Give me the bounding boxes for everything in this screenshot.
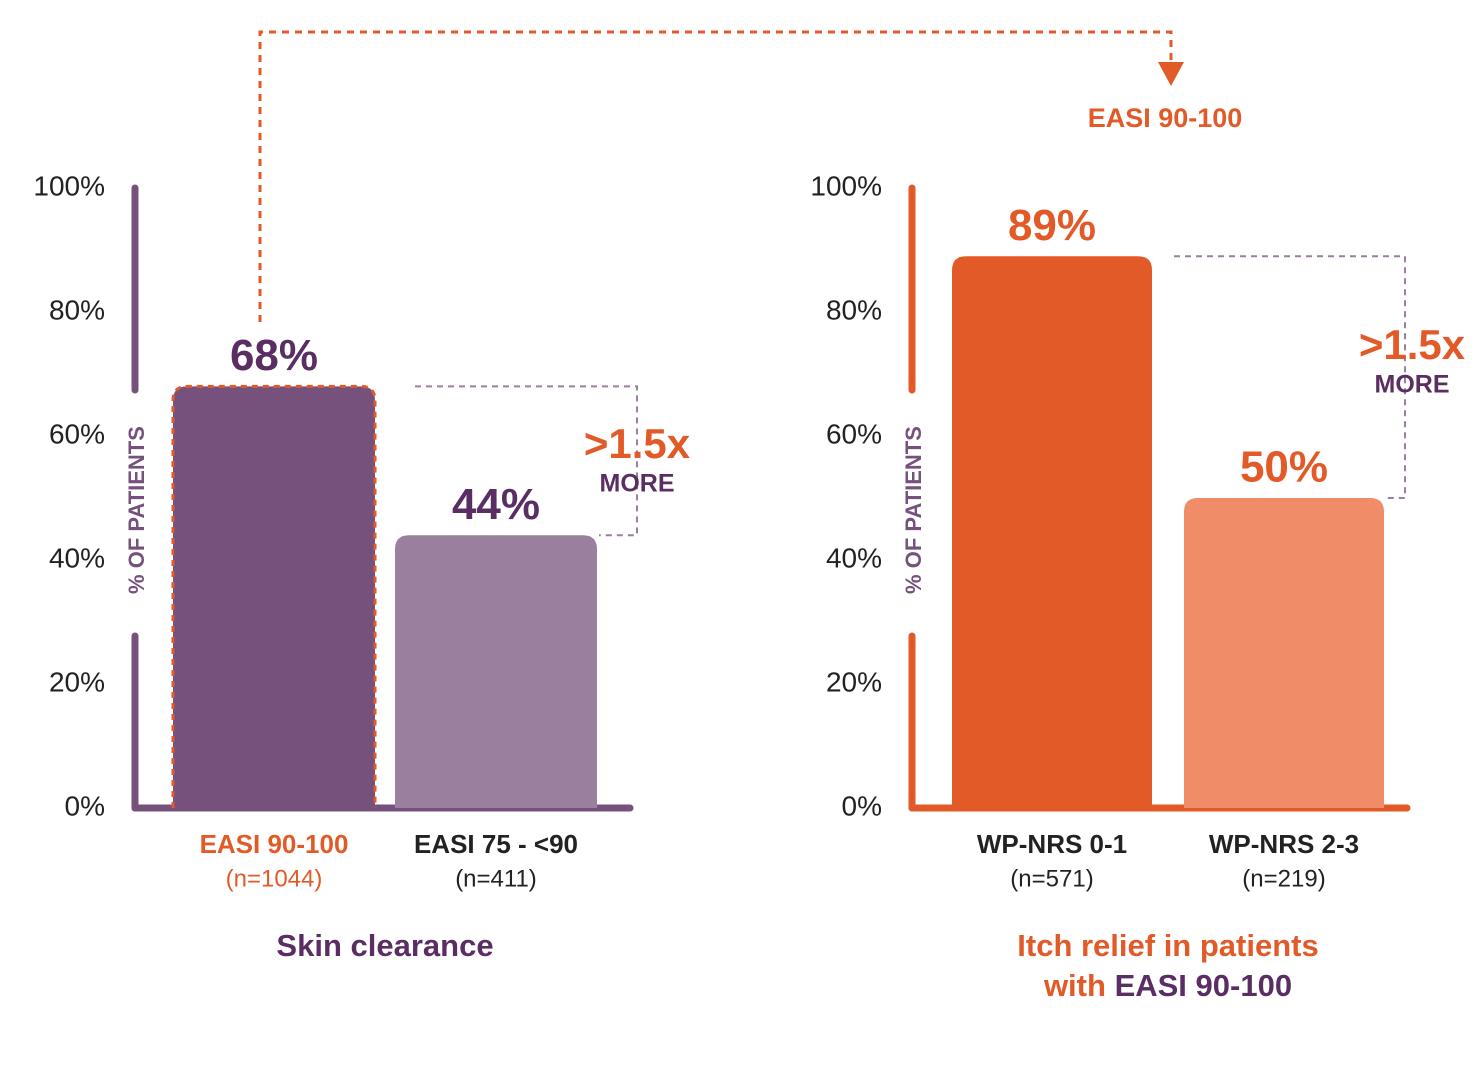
y-axis-label: % OF PATIENTS [124, 426, 149, 594]
y-tick-label: 40% [826, 542, 882, 573]
bar [395, 535, 597, 808]
y-tick-label: 60% [826, 418, 882, 449]
bar-highlight [171, 384, 377, 808]
connector-line [258, 30, 1173, 322]
bar [1184, 498, 1384, 808]
y-tick-label: 40% [49, 542, 105, 573]
y-tick-label: 100% [810, 170, 882, 201]
value-label: 68% [230, 331, 318, 380]
annotation-sub: MORE [600, 470, 675, 498]
y-tick-label: 80% [49, 294, 105, 325]
value-label: 50% [1240, 443, 1328, 492]
chart-title-part: with [1043, 968, 1106, 1003]
chart-title: Itch relief in patients [1017, 928, 1318, 963]
x-tick-label: EASI 75 - <90 [414, 829, 578, 859]
y-tick-label: 60% [49, 418, 105, 449]
y-tick-label: 0% [842, 790, 882, 821]
comparison-bracket [415, 385, 638, 537]
bar [173, 386, 375, 808]
annotation: >1.5x [1359, 321, 1466, 368]
x-tick-label: EASI 90-100 [200, 829, 349, 859]
sample-size: (n=219) [1242, 865, 1325, 892]
y-tick-label: 100% [33, 170, 105, 201]
sample-size: (n=571) [1010, 865, 1093, 892]
chart-title-line: with EASI 90-100 [1043, 968, 1292, 1003]
y-axis-label: % OF PATIENTS [901, 426, 926, 594]
x-tick-label: WP-NRS 0-1 [977, 829, 1127, 859]
value-label: 44% [452, 480, 540, 529]
connector-arrow [1158, 62, 1184, 86]
sample-size: (n=1044) [226, 865, 323, 892]
value-label: 89% [1008, 201, 1096, 250]
y-tick-label: 0% [65, 790, 105, 821]
chart-title-highlight: EASI 90-100 [1115, 968, 1293, 1003]
comparison-bracket [1174, 255, 1406, 499]
bar [952, 256, 1152, 808]
sample-size: (n=411) [455, 865, 537, 892]
annotation: >1.5x [584, 420, 691, 467]
annotation-sub: MORE [1375, 371, 1450, 399]
y-tick-label: 20% [826, 666, 882, 697]
x-tick-label: WP-NRS 2-3 [1209, 829, 1359, 859]
connector-label: EASI 90-100 [1088, 103, 1243, 133]
chart-title: Skin clearance [276, 928, 493, 963]
y-tick-label: 80% [826, 294, 882, 325]
y-tick-label: 20% [49, 666, 105, 697]
